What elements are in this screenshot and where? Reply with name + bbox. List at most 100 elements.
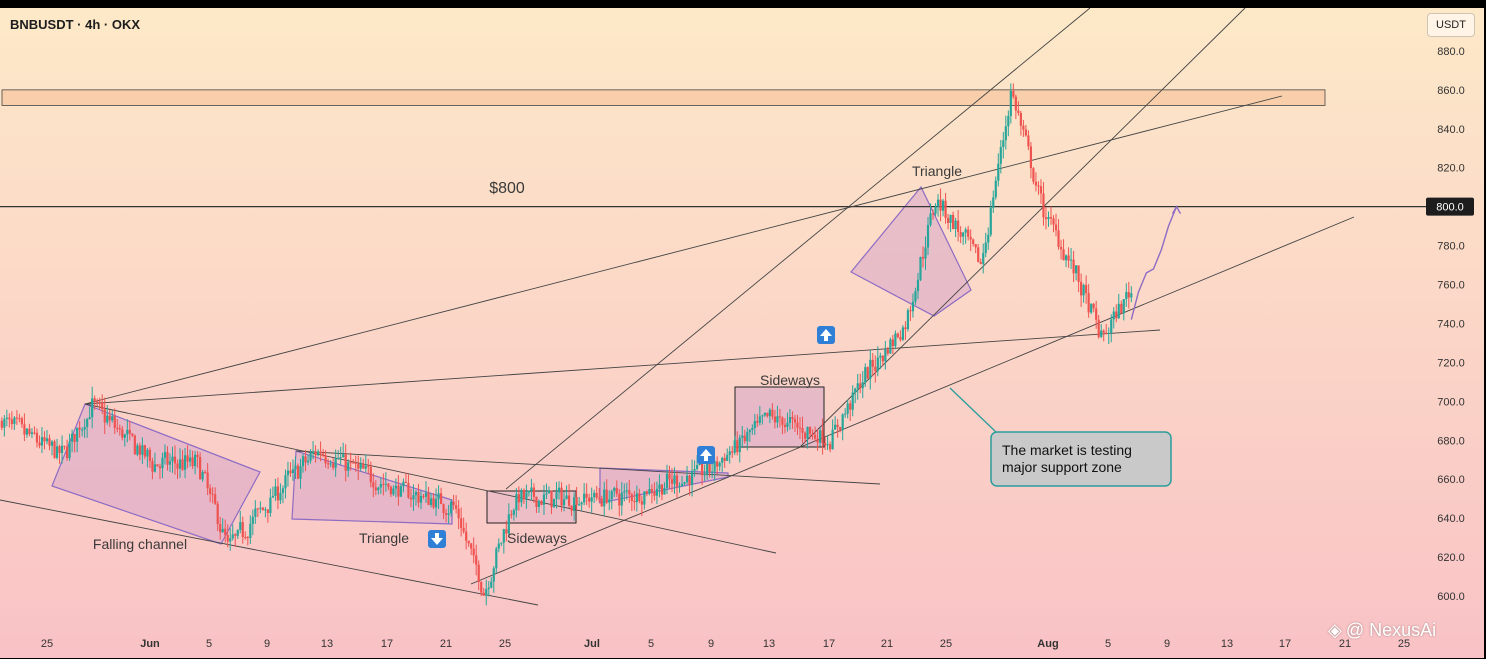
candle-body	[133, 435, 136, 455]
candle-body	[623, 491, 626, 493]
candle-body	[1095, 308, 1098, 320]
candle-body	[517, 494, 520, 503]
candle-body	[859, 383, 862, 389]
candle-body	[879, 355, 882, 358]
candle-body	[781, 417, 784, 425]
candle-body	[5, 417, 8, 419]
price-tick-label: 880.0	[1437, 46, 1465, 58]
falling-channel-label: Falling channel	[93, 536, 187, 552]
callout-pointer	[949, 387, 997, 433]
time-tick-label: 9	[1164, 638, 1170, 650]
candle-body	[76, 427, 79, 442]
candle-body	[1002, 140, 1005, 148]
candle-body	[480, 582, 483, 593]
candle-body	[821, 430, 824, 444]
candle-body	[806, 426, 809, 439]
candle-body	[136, 445, 139, 455]
candle-body	[98, 401, 101, 403]
candle-body	[1117, 303, 1120, 319]
candle-body	[126, 429, 129, 435]
candle-body	[866, 367, 869, 379]
candle-body	[3, 418, 6, 428]
time-tick-label: 5	[206, 638, 212, 650]
candle-body	[1069, 259, 1073, 261]
candle-body	[1022, 125, 1025, 130]
candle-body	[196, 454, 199, 458]
price-unit-button[interactable]: USDT	[1427, 13, 1475, 37]
candle-body	[834, 424, 837, 430]
candle-body	[279, 492, 282, 501]
time-tick-label: 21	[440, 638, 452, 650]
candle-body	[43, 437, 46, 442]
candle-body	[211, 493, 214, 495]
candle-body	[23, 424, 26, 435]
candle-body	[726, 455, 729, 461]
candle-body	[628, 490, 631, 495]
price-tick-label: 660.0	[1437, 474, 1465, 486]
price-tick-label: 620.0	[1437, 552, 1465, 564]
price-tick-label: 680.0	[1437, 435, 1465, 447]
candle-body	[874, 366, 877, 372]
candle-body	[889, 339, 892, 354]
candle-body	[786, 422, 789, 428]
candle-body	[967, 229, 970, 237]
candle-body	[552, 498, 556, 508]
candle-body	[1100, 330, 1103, 337]
candle-body	[703, 474, 706, 476]
candle-body	[447, 513, 450, 515]
candle-body	[831, 429, 834, 450]
candle-body	[108, 415, 111, 421]
candle-body	[138, 445, 141, 455]
candle-body	[171, 456, 174, 462]
candle-body	[603, 489, 606, 507]
candle-body	[1014, 96, 1017, 111]
candle-body	[402, 481, 405, 487]
candle-body	[324, 455, 327, 464]
candle-body	[555, 492, 558, 499]
candle-body	[909, 310, 912, 312]
candle-body	[322, 453, 325, 456]
candle-body	[53, 441, 56, 458]
candle-body	[497, 543, 500, 549]
candle-body	[394, 485, 397, 489]
candle-body	[502, 529, 505, 543]
candle-body	[437, 493, 440, 500]
candle-body	[811, 434, 814, 436]
candle-body	[357, 463, 360, 469]
candle-body	[281, 488, 285, 493]
candle-body	[1032, 168, 1035, 182]
candle-body	[10, 419, 13, 425]
candle-body	[347, 462, 350, 471]
candle-body	[894, 333, 897, 347]
candle-body	[816, 438, 819, 443]
candle-body	[35, 432, 39, 443]
candle-body	[490, 581, 493, 588]
candle-body	[460, 518, 463, 529]
candle-body	[209, 488, 212, 494]
candle-body	[271, 495, 274, 498]
candle-body	[896, 333, 899, 338]
candle-body	[583, 493, 586, 503]
candle-body	[763, 412, 766, 416]
candle-body	[630, 494, 633, 502]
candle-body	[537, 501, 541, 507]
candle-body	[229, 538, 232, 542]
candle-body	[515, 494, 518, 511]
candle-body	[600, 498, 603, 507]
candle-body	[259, 507, 262, 509]
candle-body	[146, 449, 149, 457]
triangle-label-1: Triangle	[359, 530, 409, 546]
candle-body	[695, 465, 699, 469]
candle-body	[397, 485, 400, 497]
candle-body	[8, 417, 11, 420]
price-tick-label: 760.0	[1437, 280, 1465, 292]
candle-body	[1077, 265, 1080, 282]
candle-body	[818, 430, 822, 443]
candle-body	[1007, 115, 1010, 127]
candle-body	[294, 465, 297, 470]
candle-body	[638, 493, 641, 502]
candle-body	[665, 473, 669, 489]
candle-body	[58, 446, 61, 454]
candle-body	[1047, 217, 1050, 220]
